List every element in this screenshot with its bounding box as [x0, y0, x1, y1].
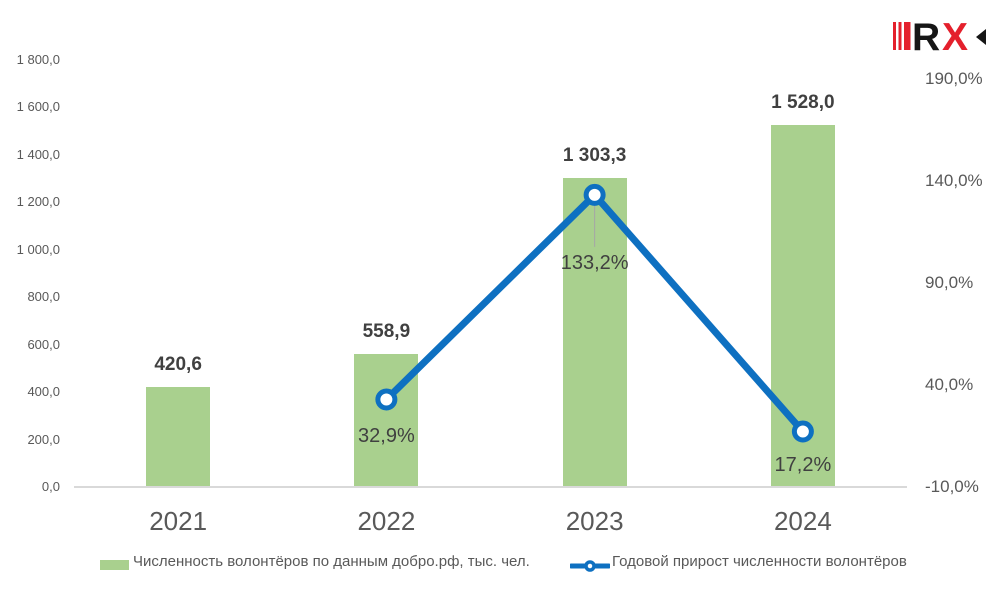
line-marker-icon: [583, 183, 606, 206]
left-axis-tick-label: 0,0: [41, 479, 60, 494]
logo-arrow-icon: [976, 29, 986, 45]
growth-percent-label: 133,2%: [560, 251, 629, 274]
right-axis-tick-label: 140,0%: [925, 171, 983, 190]
x-axis-category-label: 2024: [773, 506, 832, 536]
growth-percent-label: 17,2%: [774, 453, 832, 476]
rx-logo: R X: [893, 14, 987, 63]
logo-letter-x: X: [942, 16, 968, 58]
legend-bar-label: Численность волонтёров по данным добро.р…: [133, 553, 530, 570]
left-axis-tick-label: 1 800,0: [16, 52, 60, 67]
bar-value-label: 1 303,3: [562, 144, 627, 166]
right-axis-tick-label: -10,0%: [925, 477, 979, 496]
left-axis-tick-label: 600,0: [27, 336, 60, 352]
logo-stripe-1: [893, 22, 896, 50]
left-axis-tick-label: 1 000,0: [16, 241, 60, 257]
rx-logo-graphic: R X: [893, 16, 986, 59]
logo-stripe-3: [904, 22, 911, 50]
x-axis-category-label: 2022: [357, 506, 416, 536]
logo-stripe-2: [898, 22, 902, 50]
left-axis-tick-label: 400,0: [27, 384, 60, 400]
bar-value-label: 558,9: [362, 321, 411, 343]
growth-percent-label: 32,9%: [358, 425, 415, 448]
logo-letter-r: R: [912, 16, 940, 58]
bar-value-label: 1 528,0: [771, 91, 835, 113]
x-axis-line: [74, 486, 907, 488]
left-axis-tick-label: 1 200,0: [16, 194, 60, 210]
left-axis-tick-label: 200,0: [27, 431, 60, 447]
left-axis-tick-label: 1 400,0: [16, 146, 60, 162]
x-axis-category-label: 2023: [565, 506, 624, 536]
right-axis-tick-label: 190,0%: [925, 69, 983, 88]
legend-line-label: Годовой прирост численности волонтёров: [612, 553, 907, 570]
bar: [146, 387, 211, 487]
left-axis-tick-label: 1 600,0: [16, 99, 60, 115]
legend-bar-swatch-icon: [100, 560, 129, 570]
right-axis-tick-label: 90,0%: [925, 273, 974, 292]
left-axis-tick-label: 800,0: [27, 289, 60, 305]
line-marker-icon: [791, 420, 814, 443]
legend-line-marker-icon: [568, 559, 612, 577]
x-axis-category-label: 2021: [149, 506, 208, 536]
line-marker-icon: [375, 388, 398, 411]
right-axis-tick-label: 40,0%: [925, 375, 974, 394]
bar-value-label: 420,6: [154, 354, 202, 376]
